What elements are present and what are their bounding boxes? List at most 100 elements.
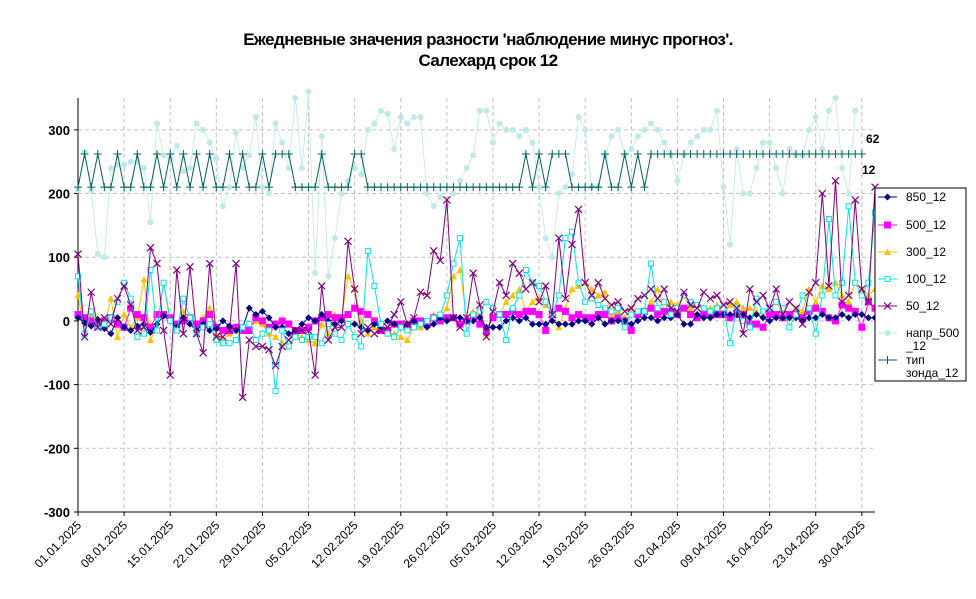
series-5-point: [569, 171, 576, 178]
series-3-point: [134, 333, 141, 340]
series-4-point: [80, 332, 89, 341]
series-5-point: [582, 126, 589, 133]
series-4-point: [785, 297, 794, 306]
series-0-point: [153, 320, 161, 328]
series-3-point: [167, 317, 174, 324]
series-6-point: [561, 150, 570, 159]
x-tick-label: 05.03.2025: [447, 518, 500, 571]
series-6-point: [166, 150, 175, 159]
series-0-point: [568, 320, 576, 328]
series-2-point: [443, 304, 451, 312]
series-0-point: [430, 320, 438, 328]
series-5-point: [160, 152, 167, 159]
series-1-point: [133, 311, 141, 319]
series-3-point: [443, 292, 450, 299]
series-4-point: [521, 285, 530, 294]
series-4-point: [377, 326, 385, 335]
series-1-point: [285, 320, 293, 328]
series-3-point: [180, 295, 187, 302]
series-4-point: [100, 313, 109, 322]
series-3-point: [417, 321, 424, 328]
series-1-point: [805, 307, 813, 315]
series-4-point: [528, 278, 537, 287]
series-5-point: [713, 107, 720, 114]
series-4-point: [818, 189, 827, 198]
series-6-point: [159, 183, 168, 192]
series-6-point: [106, 183, 115, 192]
series-0-point: [146, 328, 154, 336]
series-4-point: [752, 297, 761, 306]
series-5-point: [377, 107, 384, 114]
series-2-point: [502, 298, 510, 305]
series-4-point: [541, 281, 550, 290]
series-5-point: [259, 184, 266, 191]
series-0-point: [370, 320, 378, 328]
series-3-point: [476, 308, 483, 315]
chart-subtitle: Салехард срок 12: [418, 51, 559, 70]
series-0-point: [654, 317, 662, 325]
series-4-point: [719, 301, 728, 309]
series-5-point: [720, 184, 727, 191]
series-3-point: [799, 292, 806, 299]
series-6-point: [238, 150, 247, 159]
series-1-point: [81, 314, 89, 322]
series-0-point: [818, 311, 826, 319]
series-1-point: [647, 304, 655, 312]
series-5-point: [470, 152, 477, 159]
series-3-point: [496, 311, 503, 318]
series-4-point: [535, 297, 543, 306]
series-5-point: [641, 126, 648, 133]
series-3-point: [819, 292, 826, 299]
legend-marker: [883, 302, 892, 310]
series-0-point: [680, 320, 688, 328]
x-tick-label: 09.04.2025: [677, 518, 730, 571]
series-1-point: [278, 317, 286, 325]
series-4-point: [232, 259, 241, 268]
series-2-point: [272, 333, 280, 340]
legend-label: 50_12: [906, 299, 940, 313]
series-0-point: [212, 325, 220, 333]
series-6-point: [614, 183, 623, 192]
series-2-point: [825, 285, 833, 293]
series-4-point: [680, 288, 688, 297]
series-5-point: [173, 142, 180, 149]
series-0-point: [528, 320, 536, 328]
series-4-point: [271, 361, 280, 370]
series-4-point: [330, 323, 339, 332]
series-4-point: [205, 259, 214, 268]
series-6-point: [146, 183, 155, 192]
series-0-point: [726, 311, 734, 319]
x-tick-label: 05.02.2025: [262, 518, 315, 571]
series-4-point: [554, 234, 563, 243]
series-3-point: [865, 279, 872, 286]
series-4-point: [614, 297, 623, 306]
series-line-6: [77, 153, 862, 188]
x-tick-label: 26.03.2025: [585, 518, 638, 571]
series-4-point: [390, 310, 399, 319]
series-5-point: [707, 126, 714, 133]
series-4-point: [284, 336, 293, 344]
series-4-point: [317, 281, 326, 290]
series-5-point: [186, 165, 193, 172]
series-3-point: [522, 266, 529, 273]
series-0-point: [456, 314, 464, 322]
series-0-point: [535, 320, 543, 328]
series-0-point: [581, 317, 589, 325]
series-3-point: [450, 260, 457, 267]
series-0-point: [219, 317, 227, 325]
series-5-point: [430, 203, 437, 210]
series-0-point: [627, 320, 635, 328]
series-1-point: [206, 311, 214, 319]
series-5-point: [529, 139, 536, 146]
series-1-point: [100, 317, 108, 325]
series-1-point: [759, 323, 767, 331]
series-3-point: [713, 305, 720, 312]
series-0-point: [423, 323, 431, 331]
series-3-point: [345, 321, 352, 328]
series-4-point: [212, 332, 221, 341]
series-1-point: [528, 307, 536, 315]
series-5-point: [779, 190, 786, 197]
series-6-point: [153, 150, 162, 159]
series-5-point: [615, 126, 622, 133]
